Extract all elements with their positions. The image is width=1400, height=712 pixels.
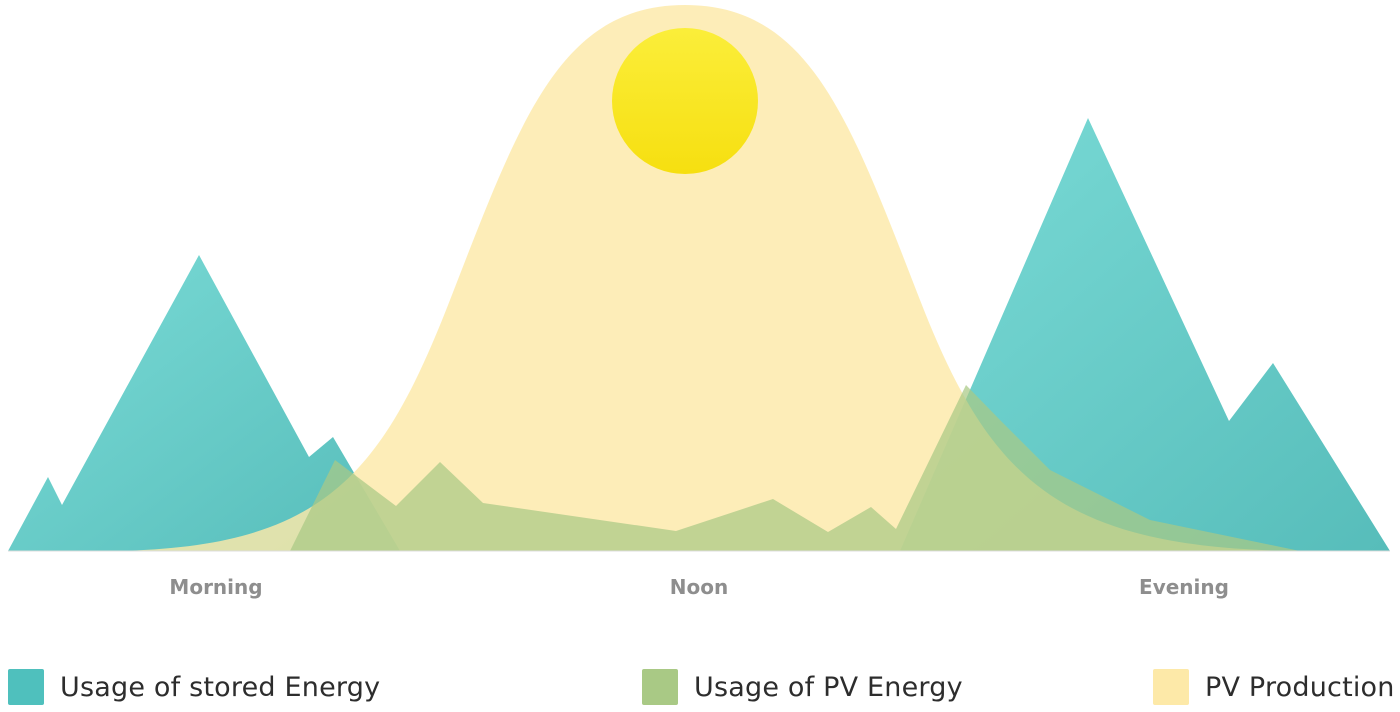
legend-label-pv-energy: Usage of PV Energy	[694, 671, 963, 703]
legend-item-stored-energy: Usage of stored Energy	[8, 668, 380, 706]
legend-swatch-pv-energy	[642, 669, 678, 705]
time-label-noon: Noon	[670, 575, 728, 599]
legend-swatch-pv-production	[1153, 669, 1189, 705]
pv-production-area	[100, 5, 1310, 551]
legend-label-pv-production: PV Production	[1205, 671, 1395, 703]
stored-energy-area-left	[8, 255, 400, 551]
legend-item-pv-energy: Usage of PV Energy	[642, 668, 963, 706]
time-label-evening: Evening	[1139, 575, 1229, 599]
legend-label-stored-energy: Usage of stored Energy	[60, 671, 381, 703]
legend-item-pv-production: PV Production	[1153, 668, 1395, 706]
time-label-morning: Morning	[169, 575, 262, 599]
pv-energy-usage-area	[290, 385, 1300, 551]
legend-swatch-stored-energy	[8, 669, 44, 705]
sun-icon	[612, 28, 758, 174]
